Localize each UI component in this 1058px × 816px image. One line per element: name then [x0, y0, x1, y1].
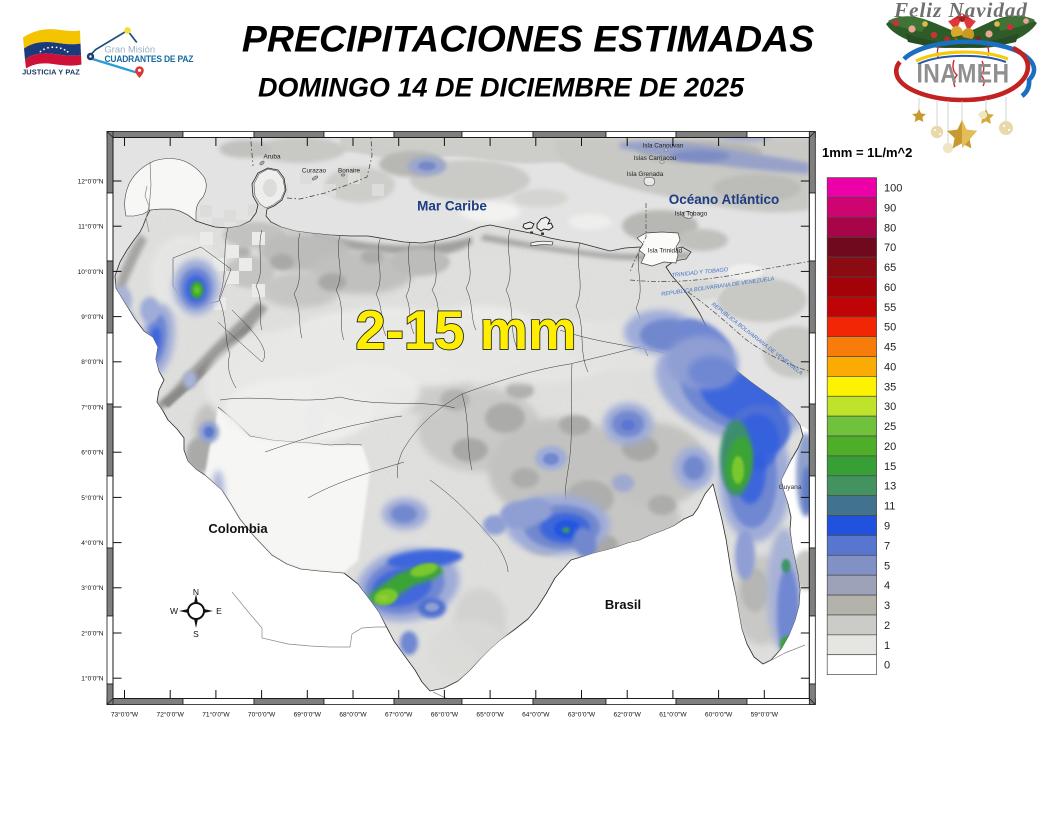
- svg-text:Isla Tobago: Isla Tobago: [675, 211, 708, 218]
- svg-text:S: S: [193, 629, 199, 639]
- svg-text:4°0’0″N: 4°0’0″N: [81, 539, 103, 547]
- svg-text:70°0’0″W: 70°0’0″W: [248, 711, 276, 719]
- svg-text:11: 11: [884, 501, 895, 513]
- svg-text:Isla Grenada: Isla Grenada: [627, 171, 664, 178]
- svg-text:7: 7: [884, 540, 890, 552]
- svg-text:10°0’0″N: 10°0’0″N: [78, 268, 104, 276]
- svg-text:Bonaire: Bonaire: [338, 168, 360, 175]
- svg-text:2-15 mm: 2-15 mm: [355, 300, 576, 361]
- svg-text:5°0’0″N: 5°0’0″N: [81, 494, 103, 502]
- svg-text:70: 70: [884, 242, 896, 254]
- svg-text:Curazao: Curazao: [302, 168, 327, 175]
- svg-text:80: 80: [884, 222, 896, 234]
- svg-text:8°0’0″N: 8°0’0″N: [81, 358, 103, 366]
- svg-text:20: 20: [884, 441, 896, 453]
- svg-text:66°0’0″W: 66°0’0″W: [431, 711, 459, 719]
- svg-text:61°0’0″W: 61°0’0″W: [659, 711, 687, 719]
- svg-text:TRINIDAD Y TOBAGO: TRINIDAD Y TOBAGO: [671, 267, 729, 279]
- svg-text:INAMEH: INAMEH: [916, 59, 1009, 89]
- svg-text:45: 45: [884, 342, 896, 354]
- svg-text:90: 90: [884, 202, 896, 214]
- svg-text:1mm = 1L/m^2: 1mm = 1L/m^2: [822, 145, 912, 160]
- svg-text:2: 2: [884, 620, 890, 632]
- svg-text:1°0’0″N: 1°0’0″N: [81, 675, 103, 683]
- svg-text:Aruba: Aruba: [263, 154, 280, 161]
- svg-text:100: 100: [884, 183, 902, 195]
- svg-text:DOMINGO 14 DE DICIEMBRE DE 202: DOMINGO 14 DE DICIEMBRE DE 2025: [258, 73, 745, 103]
- svg-text:5: 5: [884, 560, 890, 572]
- svg-text:W: W: [170, 606, 178, 616]
- svg-text:Isla Canouvan: Isla Canouvan: [643, 143, 684, 150]
- svg-text:65°0’0″W: 65°0’0″W: [476, 711, 504, 719]
- svg-text:59°0’0″W: 59°0’0″W: [751, 711, 779, 719]
- svg-text:Mar Caribe: Mar Caribe: [417, 199, 487, 214]
- svg-text:67°0’0″W: 67°0’0″W: [385, 711, 413, 719]
- svg-text:60: 60: [884, 282, 896, 294]
- svg-text:Islas Carriacou: Islas Carriacou: [634, 155, 677, 162]
- svg-text:Guyana: Guyana: [779, 484, 802, 491]
- svg-text:Feliz Navidad: Feliz Navidad: [893, 0, 1028, 22]
- svg-text:25: 25: [884, 421, 896, 433]
- svg-text:50: 50: [884, 322, 896, 334]
- svg-text:30: 30: [884, 401, 896, 413]
- svg-text:3°0’0″N: 3°0’0″N: [81, 584, 103, 592]
- svg-text:68°0’0″W: 68°0’0″W: [339, 711, 367, 719]
- svg-text:64°0’0″W: 64°0’0″W: [522, 711, 550, 719]
- svg-text:0: 0: [884, 660, 890, 672]
- svg-text:Océano Atlántico: Océano Atlántico: [669, 192, 780, 207]
- svg-text:E: E: [216, 606, 222, 616]
- svg-text:CUADRANTES DE PAZ: CUADRANTES DE PAZ: [105, 53, 194, 64]
- svg-text:7°0’0″N: 7°0’0″N: [81, 403, 103, 411]
- svg-text:Brasil: Brasil: [605, 597, 641, 612]
- svg-text:Gran Misión: Gran Misión: [105, 43, 156, 54]
- svg-text:71°0’0″W: 71°0’0″W: [202, 711, 230, 719]
- svg-text:9°0’0″N: 9°0’0″N: [81, 313, 103, 321]
- svg-text:65: 65: [884, 262, 896, 274]
- svg-text:3: 3: [884, 600, 890, 612]
- svg-text:N: N: [193, 587, 199, 597]
- svg-text:11°0’0″N: 11°0’0″N: [78, 223, 104, 231]
- svg-text:JUSTICIA Y PAZ: JUSTICIA Y PAZ: [22, 68, 80, 77]
- svg-text:Colombia: Colombia: [208, 521, 268, 536]
- svg-text:63°0’0″W: 63°0’0″W: [568, 711, 596, 719]
- svg-text:62°0’0″W: 62°0’0″W: [614, 711, 642, 719]
- svg-text:Isla Trinidad: Isla Trinidad: [648, 248, 683, 255]
- svg-text:PRECIPITACIONES ESTIMADAS: PRECIPITACIONES ESTIMADAS: [242, 18, 814, 60]
- svg-text:2°0’0″N: 2°0’0″N: [81, 629, 103, 637]
- svg-text:40: 40: [884, 361, 896, 373]
- svg-text:35: 35: [884, 381, 896, 393]
- svg-text:1: 1: [884, 640, 890, 652]
- svg-text:73°0’0″W: 73°0’0″W: [111, 711, 139, 719]
- svg-text:55: 55: [884, 302, 896, 314]
- svg-text:9: 9: [884, 521, 890, 533]
- svg-text:72°0’0″W: 72°0’0″W: [157, 711, 185, 719]
- svg-text:6°0’0″N: 6°0’0″N: [81, 449, 103, 457]
- svg-text:69°0’0″W: 69°0’0″W: [294, 711, 322, 719]
- svg-text:12°0’0″N: 12°0’0″N: [78, 177, 104, 185]
- svg-text:15: 15: [884, 461, 896, 473]
- svg-text:4: 4: [884, 580, 890, 592]
- svg-text:13: 13: [884, 481, 896, 493]
- svg-text:60°0’0″W: 60°0’0″W: [705, 711, 733, 719]
